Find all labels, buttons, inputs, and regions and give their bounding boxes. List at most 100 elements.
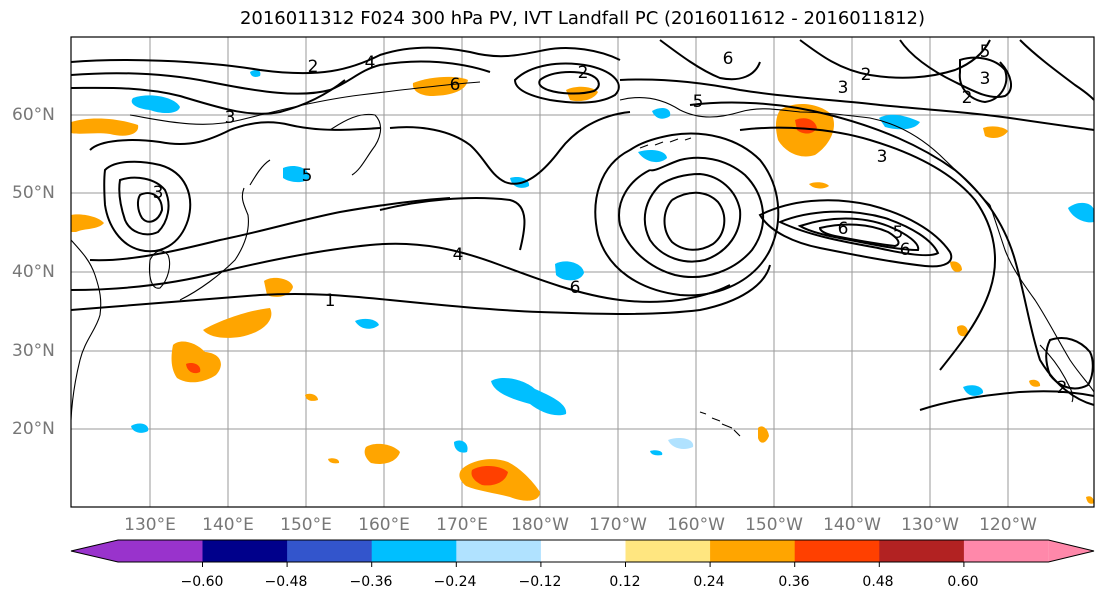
neg-patch xyxy=(355,318,379,329)
contour-label: 3 xyxy=(877,147,888,167)
pos-patch xyxy=(1029,379,1041,387)
pv-contour xyxy=(594,132,780,297)
contour-label: 5 xyxy=(980,42,991,62)
pos-patch xyxy=(203,308,272,338)
pv-contour xyxy=(70,242,731,303)
contour-label: 2 xyxy=(1057,378,1068,398)
ivt-pc-shading xyxy=(71,69,1094,504)
contour-label: 3 xyxy=(225,108,236,128)
lon-label: 150°E xyxy=(280,515,332,535)
neg-patch xyxy=(652,108,671,119)
lon-label: 140°W xyxy=(823,515,881,535)
neg-patch xyxy=(1068,202,1094,223)
lon-label: 130°W xyxy=(901,515,959,535)
colorbar-bin xyxy=(456,540,542,562)
pos-patch xyxy=(71,214,104,232)
colorbar-bin xyxy=(625,540,711,562)
pos-patch xyxy=(809,182,829,189)
colorbar-bin xyxy=(371,540,457,562)
contour-label: 2 xyxy=(962,88,973,108)
lon-label: 150°W xyxy=(745,515,803,535)
pv-contour xyxy=(919,390,1095,411)
pos-patch xyxy=(328,458,340,464)
pv-contour xyxy=(958,56,1008,104)
pv-contour xyxy=(118,176,170,236)
pos-patch xyxy=(305,393,318,401)
neg-patch xyxy=(650,450,663,456)
colorbar-tick-label: −0.48 xyxy=(264,574,308,590)
pos-patch xyxy=(186,362,201,374)
pos-patch xyxy=(264,277,293,297)
colorbar-bin xyxy=(879,540,965,562)
pv-contour xyxy=(89,197,451,262)
colorbar xyxy=(70,539,1095,567)
lon-label: 130°E xyxy=(124,515,176,535)
colorbar-bin xyxy=(710,540,796,562)
pv-contour xyxy=(136,192,164,223)
colorbar-tick-label: 0.60 xyxy=(947,574,979,590)
pos-patch xyxy=(950,261,962,272)
lon-label: 160°W xyxy=(667,515,725,535)
neg-patch xyxy=(638,150,667,163)
pos-patch xyxy=(983,126,1008,139)
contour-label: 2 xyxy=(861,65,872,85)
pv-contour xyxy=(758,199,953,268)
colorbar-bin xyxy=(202,540,288,562)
lon-label: 140°E xyxy=(202,515,254,535)
contour-label: 6 xyxy=(570,278,581,298)
pv-contour xyxy=(513,62,620,104)
pv-contour xyxy=(659,39,761,81)
pv-contour xyxy=(797,217,920,252)
lat-label: 40°N xyxy=(12,262,55,282)
contour-label: 6 xyxy=(450,75,461,95)
colorbar-extend-high xyxy=(1048,540,1094,562)
contour-label: 3 xyxy=(980,69,991,89)
colorbar-tick-label: −0.36 xyxy=(349,574,393,590)
pv-contour xyxy=(379,197,526,251)
neg-patch xyxy=(963,385,984,396)
lon-label: 180°W xyxy=(511,515,569,535)
contour-label: 3 xyxy=(838,78,849,98)
colorbar-bin xyxy=(540,540,626,562)
contour-label: 5 xyxy=(302,166,313,186)
pv-contour xyxy=(70,60,491,95)
neg-patch xyxy=(491,377,567,416)
pv-contour xyxy=(70,264,771,315)
colorbar-bin xyxy=(794,540,880,562)
pos-patch xyxy=(71,118,139,136)
contour-label: 2 xyxy=(308,57,319,77)
coastline-asia xyxy=(70,239,102,421)
colorbar-tick-label: 0.36 xyxy=(778,574,810,590)
contour-labels: 1 2 3 3 4 4 5 6 6 2 2 2 3 3 3 6 6 5 5 5 … xyxy=(153,42,1068,398)
lat-label: 60°N xyxy=(12,105,55,125)
pos-patch xyxy=(364,443,400,464)
coastline-alaska xyxy=(619,96,991,206)
lon-label: 120°W xyxy=(979,515,1037,535)
neg-patch xyxy=(668,438,694,449)
pv-contours xyxy=(70,39,1095,411)
pos-patch xyxy=(471,466,508,486)
pv-contour xyxy=(1019,39,1095,101)
lat-label: 50°N xyxy=(12,183,55,203)
contour-label: 5 xyxy=(893,223,904,243)
pos-patch xyxy=(412,76,468,96)
lon-label: 170°E xyxy=(436,515,488,535)
pv-contour xyxy=(89,121,381,151)
contour-label: 6 xyxy=(723,49,734,69)
lon-label: 160°E xyxy=(358,515,410,535)
lon-label: 170°W xyxy=(589,515,647,535)
neg-patch xyxy=(555,261,584,281)
pos-patch xyxy=(171,341,221,383)
pv-contour xyxy=(103,160,192,253)
pv-contour xyxy=(1045,337,1094,390)
neg-patch xyxy=(283,166,310,183)
contour-label: 4 xyxy=(365,53,376,73)
pv-contour xyxy=(777,210,940,257)
pv-contour xyxy=(739,126,996,371)
contour-label: 6 xyxy=(838,219,849,239)
neg-patch xyxy=(131,95,180,114)
colorbar-outline xyxy=(70,539,1095,563)
pv-contour xyxy=(818,223,900,248)
neg-patch xyxy=(250,69,261,77)
